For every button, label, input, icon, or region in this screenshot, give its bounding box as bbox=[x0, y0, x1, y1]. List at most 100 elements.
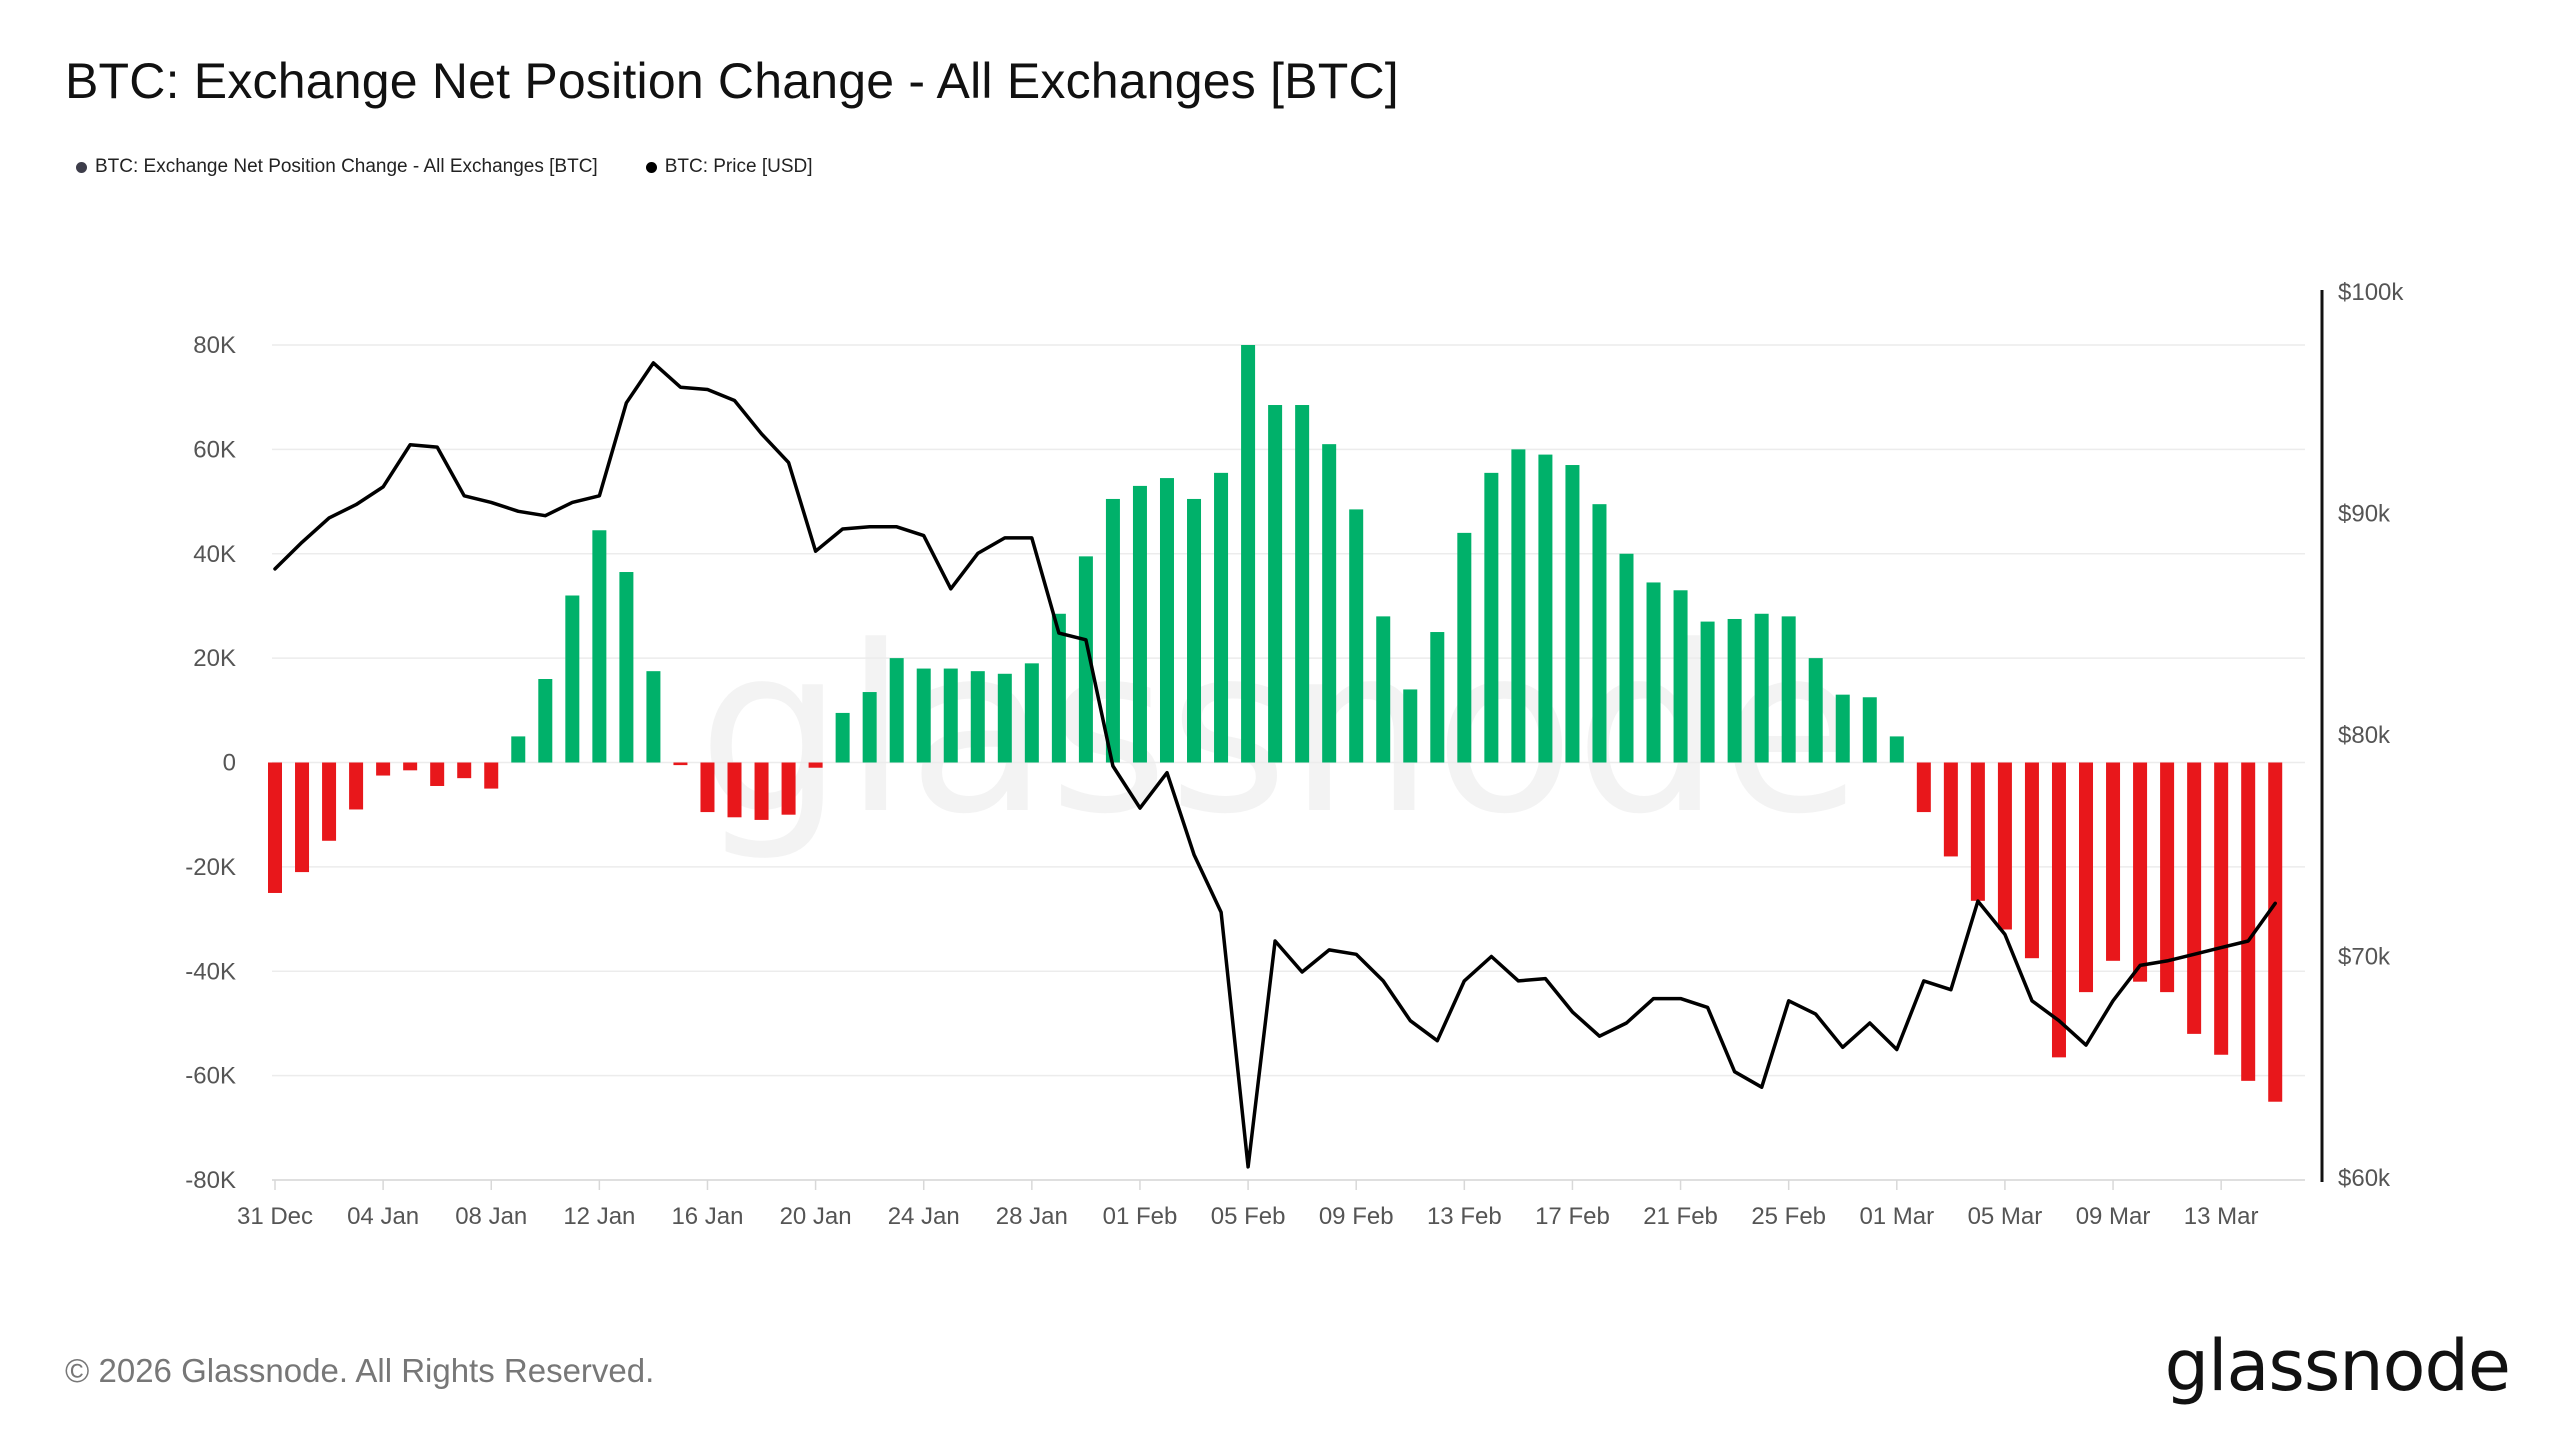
net-position-bar bbox=[889, 658, 904, 763]
x-tick-label: 28 Jan bbox=[996, 1203, 1068, 1230]
net-position-bar bbox=[457, 762, 472, 779]
x-tick-label: 21 Feb bbox=[1643, 1203, 1718, 1230]
copyright-notice: © 2026 Glassnode. All Rights Reserved. bbox=[65, 1352, 655, 1389]
x-tick-label: 04 Jan bbox=[347, 1203, 419, 1230]
x-tick-label: 13 Feb bbox=[1427, 1203, 1502, 1230]
net-position-bar bbox=[1268, 405, 1283, 763]
x-tick-label: 01 Mar bbox=[1859, 1203, 1934, 1230]
net-position-bar bbox=[1105, 498, 1120, 763]
y-right-tick-label: $90k bbox=[2338, 501, 2391, 528]
net-position-bar bbox=[1187, 498, 1202, 763]
net-position-bar bbox=[1484, 472, 1499, 763]
x-tick-label: 09 Feb bbox=[1319, 1203, 1394, 1230]
net-position-bar bbox=[538, 679, 553, 763]
y-left-tick-label: 80K bbox=[193, 332, 236, 359]
x-tick-label: 25 Feb bbox=[1751, 1203, 1826, 1230]
net-position-bar bbox=[484, 762, 499, 789]
y-left-tick-label: 40K bbox=[193, 541, 236, 568]
net-position-bar bbox=[1754, 613, 1769, 763]
x-tick-label: 08 Jan bbox=[455, 1203, 527, 1230]
x-tick-label: 05 Feb bbox=[1211, 1203, 1286, 1230]
y-left-tick-label: 0 bbox=[223, 750, 236, 777]
net-position-bar bbox=[619, 572, 634, 763]
net-position-bar bbox=[1808, 658, 1823, 763]
x-tick-label: 01 Feb bbox=[1103, 1203, 1178, 1230]
net-position-bar bbox=[646, 671, 661, 763]
legend-dot-net-position-icon bbox=[76, 161, 87, 173]
y-left-tick-label: -80K bbox=[185, 1167, 236, 1194]
x-tick-label: 24 Jan bbox=[888, 1203, 960, 1230]
net-position-bar bbox=[295, 762, 310, 873]
net-position-bar bbox=[2024, 762, 2039, 959]
y-left-tick-label: -60K bbox=[185, 1063, 236, 1090]
net-position-bar bbox=[1565, 465, 1580, 763]
net-position-bar bbox=[376, 762, 391, 776]
net-position-bar bbox=[1322, 444, 1337, 763]
net-position-bar bbox=[511, 736, 526, 763]
net-position-bar bbox=[2241, 762, 2256, 1081]
x-tick-label: 17 Feb bbox=[1535, 1203, 1610, 1230]
net-position-bar bbox=[1997, 762, 2012, 930]
net-position-bar bbox=[1781, 616, 1796, 763]
x-tick-label: 12 Jan bbox=[563, 1203, 635, 1230]
net-position-bar bbox=[2079, 762, 2094, 993]
net-position-bar bbox=[2268, 762, 2283, 1102]
net-position-bar bbox=[2106, 762, 2121, 961]
legend: BTC: Exchange Net Position Change - All … bbox=[76, 156, 813, 178]
net-position-bar bbox=[565, 595, 580, 763]
net-position-bar bbox=[403, 762, 418, 771]
net-position-bar bbox=[700, 762, 715, 813]
net-position-bar bbox=[916, 668, 931, 763]
price-line bbox=[273, 361, 2277, 1169]
glassnode-logo[interactable]: glassnode bbox=[2164, 1325, 2511, 1407]
net-position-bar bbox=[1403, 689, 1418, 763]
y-right-tick-label: $80k bbox=[2338, 722, 2391, 749]
y-left-tick-label: 60K bbox=[193, 436, 236, 463]
y-right-tick-label: $60k bbox=[2338, 1165, 2391, 1192]
net-position-bar bbox=[2187, 762, 2202, 1034]
net-position-bar bbox=[1835, 694, 1850, 763]
net-position-bar bbox=[862, 692, 877, 763]
net-position-bar bbox=[1619, 553, 1634, 763]
net-position-bar bbox=[997, 673, 1012, 763]
net-position-bar bbox=[1538, 454, 1553, 763]
x-tick-label: 13 Mar bbox=[2184, 1203, 2259, 1230]
net-position-bar bbox=[1349, 509, 1364, 763]
net-position-bar bbox=[1862, 697, 1877, 763]
net-position-bar bbox=[2133, 762, 2148, 982]
net-position-bar bbox=[1916, 762, 1931, 813]
net-position-bar bbox=[1051, 613, 1066, 763]
net-position-bar bbox=[430, 762, 445, 786]
net-position-bar bbox=[1024, 663, 1039, 763]
net-position-bar bbox=[673, 762, 688, 766]
chart-title: BTC: Exchange Net Position Change - All … bbox=[65, 53, 1399, 109]
net-position-bar bbox=[592, 530, 607, 763]
x-tick-label: 20 Jan bbox=[780, 1203, 852, 1230]
net-position-bar bbox=[1376, 616, 1391, 763]
net-position-bar bbox=[808, 762, 823, 768]
net-position-bar bbox=[1511, 449, 1526, 763]
y-left-tick-label: -20K bbox=[185, 854, 236, 881]
net-position-bar bbox=[1159, 478, 1174, 763]
net-position-bar bbox=[970, 671, 985, 763]
y-right-tick-label: $100k bbox=[2338, 279, 2404, 306]
y-left-tick-label: 20K bbox=[193, 645, 236, 672]
net-position-bar bbox=[1889, 736, 1904, 763]
net-position-bar bbox=[835, 712, 850, 763]
legend-item-price[interactable]: BTC: Price [USD] bbox=[645, 156, 813, 178]
net-position-bar bbox=[2051, 762, 2066, 1058]
net-position-bar bbox=[1646, 582, 1661, 763]
net-position-bar bbox=[1430, 632, 1445, 763]
legend-item-net-position[interactable]: BTC: Exchange Net Position Change - All … bbox=[76, 156, 598, 178]
net-position-bar bbox=[1295, 405, 1310, 763]
net-position-bar bbox=[1078, 556, 1093, 763]
net-position-bar bbox=[1673, 590, 1688, 763]
x-tick-label: 31 Dec bbox=[237, 1203, 313, 1230]
net-position-bar bbox=[943, 668, 958, 763]
net-position-bar bbox=[2160, 762, 2175, 993]
net-position-bar bbox=[1943, 762, 1958, 857]
y-left-tick-label: -40K bbox=[185, 958, 236, 985]
net-position-bar bbox=[349, 762, 364, 810]
net-position-bar bbox=[727, 762, 742, 818]
